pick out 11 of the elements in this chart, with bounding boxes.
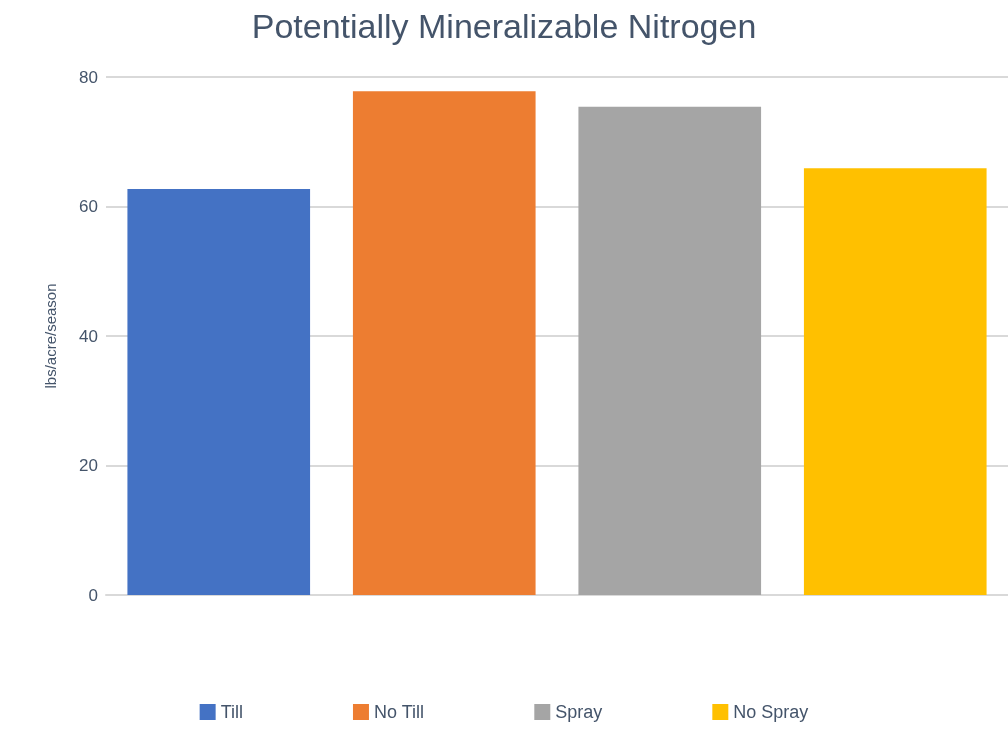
y-tick-label: 60 xyxy=(79,197,98,216)
y-tick-label: 0 xyxy=(88,585,98,605)
legend-label: Spray xyxy=(555,702,603,722)
y-axis-title: lbs/acre/season xyxy=(42,283,59,389)
y-tick-label: 20 xyxy=(79,456,98,475)
legend-label: Till xyxy=(220,702,243,722)
legend-label: No Till xyxy=(373,702,424,722)
chart-title: Potentially Mineralizable Nitrogen xyxy=(251,7,757,45)
y-tick-label: 40 xyxy=(79,326,98,346)
legend-label: No Spray xyxy=(733,702,809,722)
y-tick-label: 80 xyxy=(79,67,98,87)
